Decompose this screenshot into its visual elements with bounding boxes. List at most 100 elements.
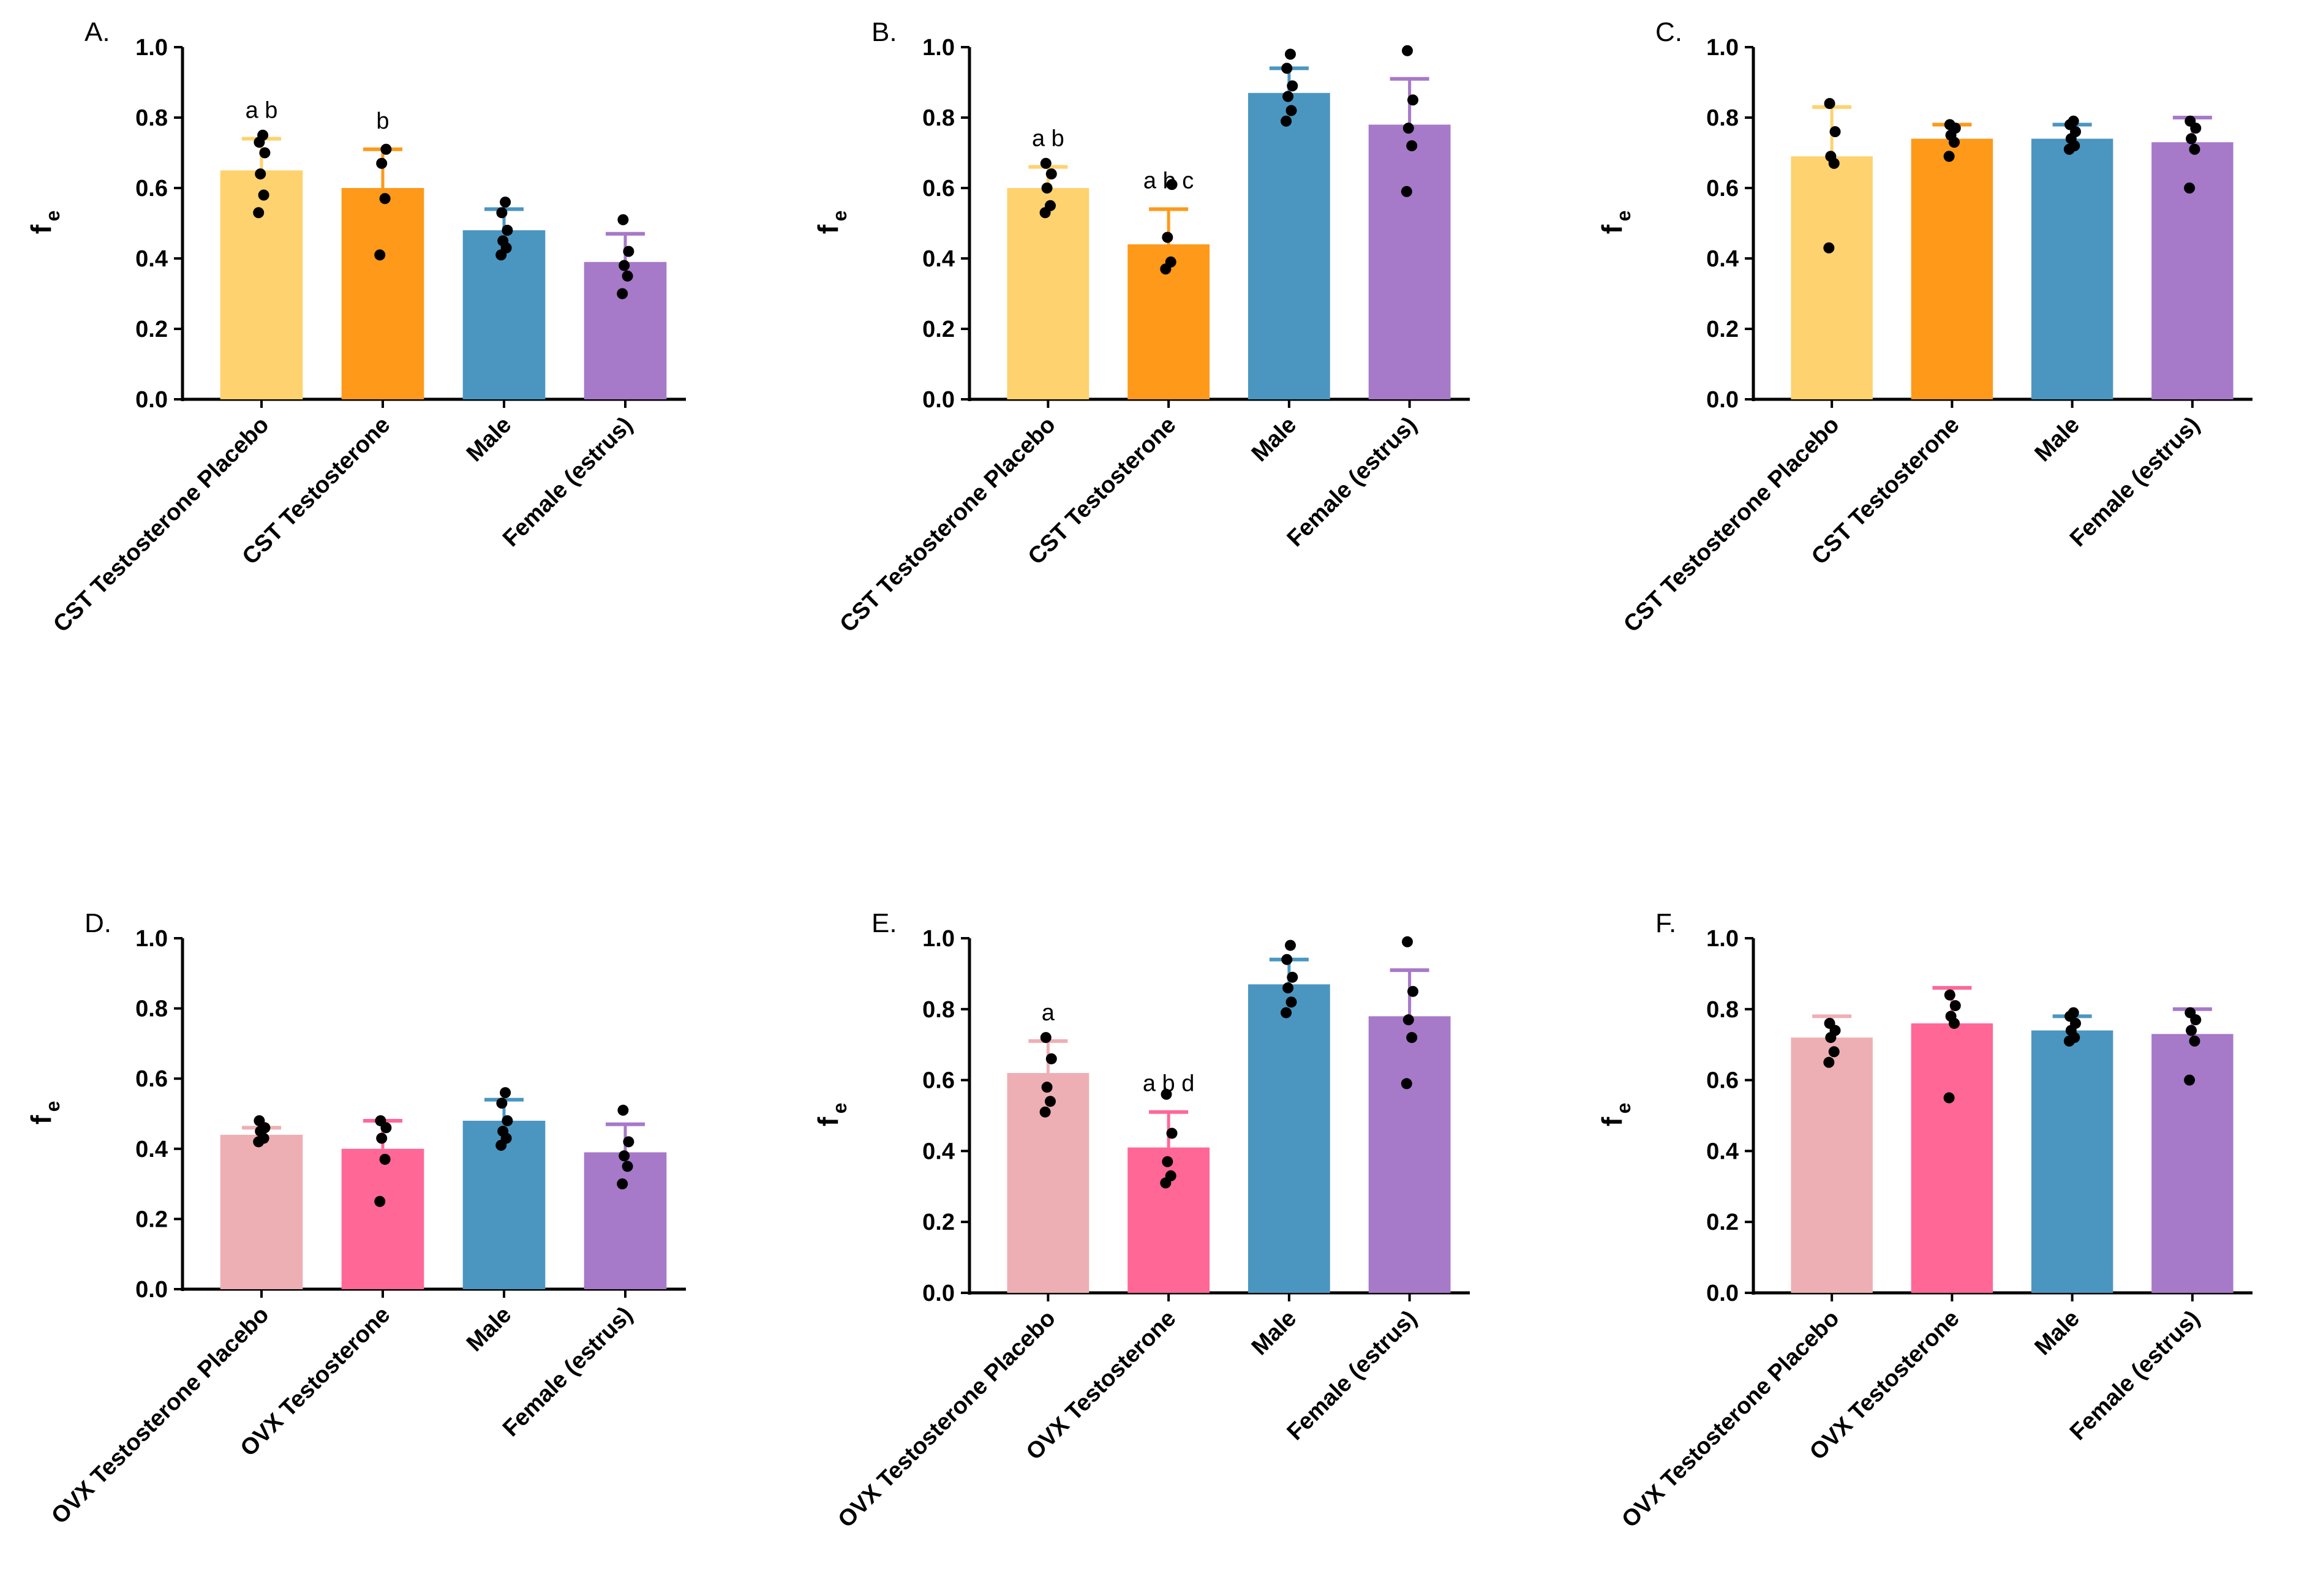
y-axis-label: fe — [812, 1103, 851, 1127]
y-tick-label: 0.8 — [922, 105, 955, 131]
data-point — [1282, 982, 1294, 994]
y-tick-label: 1.0 — [922, 926, 955, 952]
y-axis-label: fe — [1596, 1103, 1635, 1127]
y-tick-label: 1.0 — [1706, 35, 1739, 61]
data-point — [497, 235, 509, 247]
y-axis-label: fe — [1596, 211, 1635, 235]
bar — [1007, 188, 1090, 399]
data-point — [255, 168, 266, 179]
data-point — [1281, 62, 1293, 74]
y-tick-label: 0.0 — [922, 387, 955, 413]
data-point — [617, 1104, 629, 1116]
y-tick-label: 0.6 — [1706, 176, 1739, 201]
category-label: Male — [2030, 412, 2085, 467]
y-tick-label: 1.0 — [922, 35, 955, 61]
panel-b: B. 0.0 0.2 0.4 0.6 0.8 1.0 fe a b CST Testosteron… — [812, 17, 1470, 638]
y-tick-label: 0.2 — [135, 317, 168, 342]
bar — [1248, 92, 1330, 399]
data-point — [259, 147, 271, 159]
data-point — [496, 207, 508, 219]
data-point — [1166, 179, 1178, 190]
data-point — [254, 1115, 265, 1126]
data-point — [1044, 200, 1056, 211]
y-tick-label: 0.6 — [135, 176, 168, 201]
data-point — [496, 1097, 508, 1109]
data-point — [1824, 98, 1835, 109]
significance-label: a — [1042, 1000, 1055, 1026]
category-label: OVX Testosterone Placebo — [47, 1302, 274, 1529]
data-point — [617, 288, 628, 299]
data-point — [1165, 256, 1176, 268]
category-label: Male — [462, 412, 516, 467]
data-point — [1828, 1046, 1840, 1058]
y-tick-label: 0.0 — [135, 387, 168, 413]
significance-label: b — [376, 108, 389, 134]
data-point — [2186, 133, 2197, 145]
data-point — [500, 197, 511, 208]
y-tick-label: 1.0 — [135, 35, 168, 61]
y-axis-label: fe — [25, 211, 64, 235]
category-label: Female (estrus) — [1282, 1306, 1422, 1445]
y-tick-label: 0.8 — [1706, 997, 1739, 1023]
significance-label: a b d — [1143, 1071, 1195, 1097]
y-tick-label: 1.0 — [135, 926, 168, 952]
data-point — [1949, 1000, 1961, 1012]
data-point — [2189, 1035, 2200, 1047]
bar — [1911, 138, 1993, 399]
data-point — [2189, 143, 2200, 155]
data-point — [617, 1178, 628, 1190]
y-tick-label: 0.4 — [135, 246, 168, 272]
data-point — [1407, 94, 1419, 106]
y-tick-label: 0.4 — [1706, 246, 1739, 272]
data-point — [1045, 1053, 1057, 1064]
y-tick-label: 0.0 — [135, 1277, 168, 1303]
y-tick-label: 0.0 — [1706, 387, 1739, 413]
category-label: OVX Testosterone Placebo — [1617, 1306, 1844, 1533]
y-tick-label: 0.4 — [922, 1139, 955, 1164]
panel-c: C. 0.0 0.2 0.4 0.6 0.8 1.0 fe CST Testosterone P… — [1596, 17, 2252, 638]
data-point — [1044, 1096, 1056, 1107]
data-point — [1401, 1078, 1412, 1090]
data-point — [257, 129, 269, 141]
y-axis-label-subscript: e — [829, 1103, 851, 1114]
data-point — [1406, 140, 1418, 151]
category-label: Female (estrus) — [2065, 412, 2205, 552]
data-point — [1285, 105, 1297, 116]
data-point — [619, 1150, 630, 1162]
y-axis-label-subscript: e — [42, 1101, 64, 1112]
y-tick-label: 0.2 — [1706, 317, 1739, 342]
bar — [2031, 1030, 2113, 1293]
category-label: Male — [1247, 412, 1301, 467]
data-point — [1287, 971, 1298, 983]
data-point — [1161, 1088, 1172, 1100]
y-tick-label: 1.0 — [1706, 926, 1739, 952]
y-tick-label: 0.2 — [1706, 1210, 1739, 1235]
panel-f: F. 0.0 0.2 0.4 0.6 0.8 1.0 fe OVX Testosterone P… — [1596, 908, 2252, 1533]
bar — [2151, 1034, 2234, 1293]
data-point — [1166, 1127, 1178, 1139]
data-point — [1285, 996, 1297, 1008]
y-tick-label: 0.8 — [135, 105, 168, 131]
y-tick-label: 0.2 — [922, 317, 955, 342]
data-point — [1162, 231, 1173, 243]
y-axis-label-subscript: e — [1613, 211, 1635, 222]
category-label: Male — [462, 1302, 516, 1357]
data-point — [1943, 151, 1955, 162]
data-point — [1944, 989, 1955, 1001]
y-tick-label: 0.6 — [135, 1066, 168, 1092]
data-point — [1040, 1032, 1052, 1044]
y-tick-label: 0.4 — [135, 1137, 168, 1162]
panel-a: A. 0.0 0.2 0.4 0.6 0.8 1.0 fe a b CST Testosteron… — [25, 17, 686, 638]
y-axis-label: fe — [812, 211, 851, 235]
data-point — [2184, 183, 2196, 194]
category-label: Male — [2030, 1306, 2085, 1360]
data-point — [1402, 1014, 1414, 1026]
y-axis-label-subscript: e — [829, 211, 851, 222]
data-point — [375, 1115, 386, 1126]
bar — [220, 170, 303, 399]
bar — [1368, 1016, 1451, 1293]
bar — [341, 188, 424, 399]
data-point — [374, 1195, 386, 1207]
data-point — [623, 1136, 634, 1148]
